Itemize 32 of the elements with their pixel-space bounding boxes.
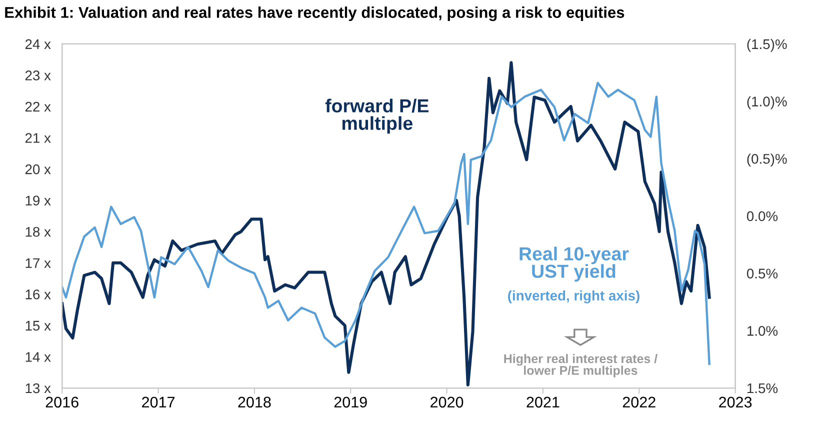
x-tick-label: 2016 xyxy=(46,396,78,408)
y2-tick-label: 0.0% xyxy=(746,211,778,222)
x-tick-label: 2017 xyxy=(142,396,174,408)
text: forward P/E multiple xyxy=(325,98,429,134)
x-tick-label: 2020 xyxy=(430,396,464,408)
y2-tick-label: (0.5)% xyxy=(747,154,787,167)
x-tick-label: 2019 xyxy=(334,396,367,408)
y-tick-label: 16 x xyxy=(26,290,51,300)
y-tick-label: 23 x xyxy=(25,70,51,80)
y2-tick-label: 1.5% xyxy=(747,383,778,394)
x-tick-label: 2018 xyxy=(238,396,271,408)
x-tick-label: 2023 xyxy=(719,396,752,408)
y-tick-label: 17 x xyxy=(26,258,51,268)
annotation: (inverted, right axis) xyxy=(508,290,640,304)
y-tick-label: 18 x xyxy=(26,226,51,237)
x-tick-label: 2021 xyxy=(526,396,560,408)
y2-tick-label: (1.5)% xyxy=(747,38,787,52)
y2-tick-label: (1.0)% xyxy=(747,96,787,110)
y-tick-label: 22 x xyxy=(25,102,51,112)
y2-tick-label: 0.5% xyxy=(746,268,778,278)
y-tick-label: 24 x xyxy=(25,39,51,49)
x-tick-label: 2022 xyxy=(622,396,656,408)
y-tick-label: 13 x xyxy=(26,383,51,394)
annotation: Higher real interest rates / lower P/E multiples xyxy=(504,354,658,378)
y-tick-label: 21 x xyxy=(25,133,51,143)
chart-title: Exhibit 1: Valuation and real rates have recently dislocated, posing a risk to equities xyxy=(5,6,624,22)
y2-tick-label: 1.0% xyxy=(747,326,778,336)
y-tick-label: 14 x xyxy=(26,352,51,362)
y-tick-label: 15 x xyxy=(26,320,51,331)
y-tick-label: 19 x xyxy=(26,196,51,206)
y-tick-label: 20 x xyxy=(25,164,51,174)
text: Real 10-year UST yield xyxy=(520,246,629,282)
